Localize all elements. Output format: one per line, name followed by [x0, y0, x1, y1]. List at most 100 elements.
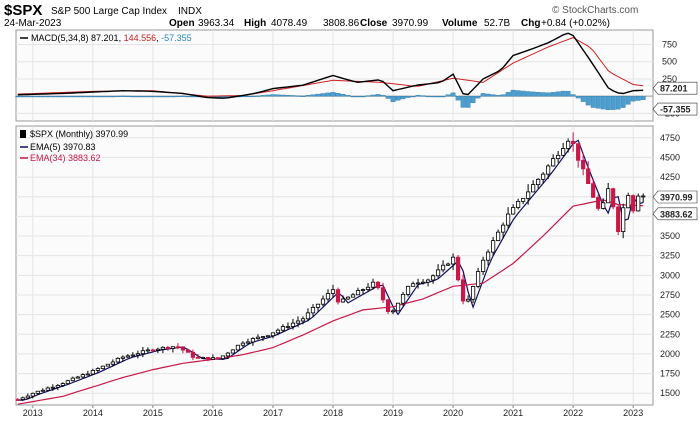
candle-body — [165, 346, 170, 349]
candle-body — [365, 286, 371, 290]
ema34-current-tag-box — [652, 207, 698, 221]
volume-caption: Volume — [442, 18, 478, 29]
candle-body — [245, 341, 251, 344]
volume-value: 52.7B — [484, 18, 510, 29]
macd-hist-bar — [320, 93, 326, 97]
candle-body — [380, 287, 386, 301]
candle-body — [230, 349, 236, 354]
macd-hist-bar — [145, 95, 151, 98]
candle-body — [200, 356, 206, 359]
macd-hist-bar — [585, 95, 591, 106]
x-tick-label: 2022 — [563, 408, 583, 418]
macd-hist-bar — [630, 95, 636, 102]
candle-body — [370, 281, 376, 288]
macd-hist-bar — [605, 95, 611, 111]
x-tick-label: 2018 — [323, 408, 343, 418]
macd-hist-bar — [360, 95, 366, 98]
macd-hist-bar — [245, 95, 251, 98]
macd-hist-bar — [290, 95, 296, 97]
candle-body — [606, 188, 611, 204]
macd-hist-bar — [485, 93, 491, 97]
candle-body — [30, 392, 35, 397]
candle-body — [490, 240, 496, 253]
macd-hist-bar — [95, 95, 101, 98]
macd-hist-bar — [560, 90, 566, 97]
candle-body — [225, 352, 231, 357]
price-legend-swatch — [20, 130, 26, 138]
candle-body — [285, 326, 291, 328]
macd-hist-bar — [305, 95, 311, 97]
x-tick-label: 2021 — [503, 408, 523, 418]
candle-body — [516, 200, 521, 208]
candle-body — [485, 251, 491, 261]
candle-body — [305, 312, 311, 320]
candle-body — [360, 289, 366, 291]
macd-legend-hist: -57.355 — [161, 33, 192, 43]
ema-lines — [17, 139, 644, 405]
price-y-tick-label: 3250 — [660, 251, 680, 261]
candle-body — [70, 377, 75, 382]
macd-hist-bar — [315, 93, 321, 97]
candle-body — [35, 390, 40, 394]
macd-line — [17, 32, 644, 99]
candle-body — [405, 285, 411, 295]
macd-hist-bar — [460, 95, 466, 108]
candle-body — [110, 361, 115, 365]
macd-hist-bar — [380, 95, 386, 97]
macd-legend-macd: 87.201 — [91, 33, 119, 43]
macd-hist-bar — [410, 95, 416, 98]
ema34-legend-label: EMA(34) 3883.62 — [30, 153, 101, 163]
high-value: 4078.49 — [271, 18, 308, 29]
macd-hist-bar — [255, 95, 261, 97]
candle-body — [621, 207, 626, 233]
macd-hist-bar — [325, 92, 331, 97]
macd-hist-bar — [575, 95, 581, 99]
x-tick-label: 2014 — [83, 408, 103, 418]
macd-hist-bar — [350, 95, 356, 98]
macd-hist-bar — [190, 95, 196, 98]
price-y-tick-label: 4750 — [660, 133, 680, 143]
price-current-tag-box — [652, 190, 698, 204]
ema5-legend-label: EMA(5) 3970.83 — [30, 142, 96, 152]
macd-hist-bar — [610, 95, 616, 110]
macd-hist-bar — [30, 95, 36, 98]
macd-hist-bar — [520, 90, 526, 97]
candle-body — [260, 336, 266, 339]
candle-body — [320, 298, 326, 305]
chg-caption: Chg — [521, 18, 540, 29]
price-legend-label: $SPX (Monthly) 3970.99 — [30, 129, 128, 139]
macd-hist-bar — [155, 95, 161, 98]
macd-hist-bar — [600, 95, 606, 110]
price-y-tick-label: 4500 — [660, 152, 680, 162]
candle-body — [275, 329, 281, 334]
price-legend-value: 3970.99 — [96, 129, 129, 139]
candle-body — [130, 354, 135, 357]
date-label: 24-Mar-2023 — [4, 18, 62, 29]
candle-body — [425, 279, 431, 283]
price-y-tick-label: 2500 — [660, 310, 680, 320]
macd-hist-bar — [555, 91, 561, 97]
candle-body — [255, 336, 261, 339]
macd-hist-bar — [75, 95, 81, 98]
macd-hist-bar — [450, 92, 456, 97]
candle-body — [511, 207, 516, 215]
macd-hist-bar — [115, 95, 121, 98]
macd-lines — [17, 32, 644, 99]
price-y-tick-label: 3500 — [660, 231, 680, 241]
candle-body — [120, 356, 125, 359]
x-tick-label: 2019 — [383, 408, 403, 418]
macd-hist-bar — [420, 95, 426, 97]
x-tick-label: 2023 — [623, 408, 643, 418]
macd-hist-bar — [100, 95, 106, 98]
candle-body — [105, 363, 110, 367]
macd-hist-bar — [405, 95, 411, 98]
candle-body — [586, 168, 591, 184]
macd-hist-bar — [435, 95, 441, 98]
candle-body — [85, 373, 90, 376]
candle-body — [496, 231, 501, 242]
candle-body — [190, 351, 196, 358]
low-value: 3808.86 — [323, 18, 360, 29]
candle-body — [310, 306, 316, 314]
macd-hist-bar — [565, 90, 571, 97]
macd-hist-bar — [110, 95, 116, 98]
